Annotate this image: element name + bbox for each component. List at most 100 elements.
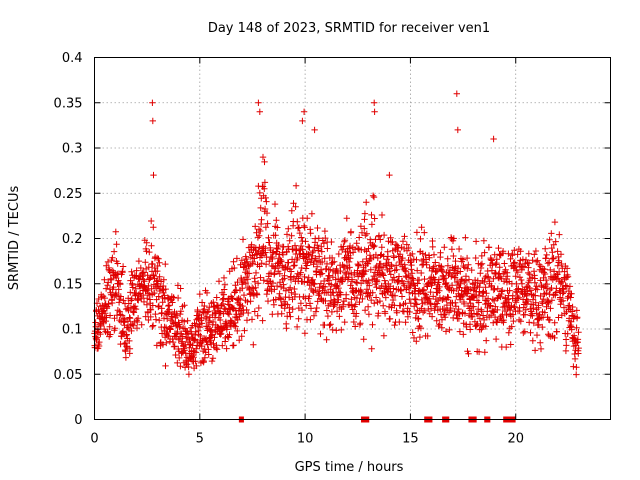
- data-point: [315, 292, 322, 299]
- data-point: [407, 259, 414, 266]
- data-point: [176, 354, 183, 362]
- data-point: [450, 252, 457, 260]
- data-point: [499, 248, 507, 255]
- data-point: [418, 224, 425, 231]
- data-point: [348, 276, 356, 283]
- data-point: [368, 296, 375, 304]
- data-point: [140, 298, 148, 306]
- data-point: [573, 307, 580, 314]
- data-point: [117, 293, 124, 300]
- data-point: [288, 289, 295, 296]
- data-point: [252, 223, 259, 230]
- data-point: [535, 302, 542, 309]
- data-point: [427, 305, 435, 312]
- data-point: [287, 284, 294, 291]
- data-point: [422, 291, 429, 298]
- data-point: [285, 225, 292, 232]
- data-point: [426, 295, 433, 302]
- data-points: [91, 90, 582, 423]
- data-point: [271, 265, 278, 272]
- data-point: [475, 305, 482, 313]
- data-point: [240, 291, 248, 299]
- data-point: [507, 341, 514, 348]
- data-point: [454, 265, 462, 272]
- data-point: [229, 295, 236, 302]
- data-point: [350, 318, 357, 326]
- data-point: [478, 260, 486, 267]
- data-point: [358, 229, 366, 236]
- data-point: [176, 323, 183, 331]
- data-point: [369, 321, 376, 328]
- data-point: [272, 232, 279, 239]
- data-point: [316, 284, 323, 291]
- data-point: [316, 290, 323, 297]
- data-point: [521, 311, 529, 318]
- data-point: [131, 303, 139, 310]
- data-point: [559, 297, 567, 304]
- data-point: [542, 255, 549, 262]
- data-point: [509, 311, 517, 318]
- data-point: [492, 303, 499, 310]
- data-point: [555, 314, 562, 321]
- data-point: [219, 342, 226, 349]
- data-point: [503, 311, 510, 319]
- data-point: [451, 308, 458, 315]
- data-point: [566, 283, 574, 290]
- data-point: [480, 237, 488, 244]
- data-point: [392, 262, 400, 269]
- data-point: [244, 258, 251, 265]
- data-point: [475, 299, 482, 306]
- data-point: [217, 309, 224, 317]
- data-point: [313, 263, 321, 270]
- data-point: [557, 301, 564, 308]
- data-point: [454, 278, 461, 285]
- data-point: [288, 207, 295, 214]
- data-point: [301, 254, 309, 261]
- data-point: [368, 211, 375, 219]
- data-point: [120, 297, 127, 304]
- data-point: [282, 287, 290, 294]
- data-point: [534, 286, 541, 293]
- data-point: [161, 323, 168, 331]
- data-point: [489, 296, 496, 303]
- data-point: [541, 309, 548, 316]
- data-point: [200, 357, 207, 365]
- data-point: [381, 289, 388, 297]
- data-point: [238, 333, 245, 340]
- y-tick-label: 0.25: [54, 187, 83, 202]
- data-point: [150, 224, 157, 231]
- data-point: [329, 289, 336, 296]
- data-point: [203, 289, 211, 297]
- data-point: [181, 347, 188, 354]
- data-point: [441, 275, 448, 282]
- data-point-peak: [453, 90, 460, 97]
- data-point: [297, 269, 304, 276]
- data-point: [396, 251, 404, 258]
- data-point: [365, 245, 372, 252]
- data-point: [244, 298, 251, 306]
- data-point: [479, 312, 487, 319]
- data-point: [339, 246, 346, 254]
- data-point: [481, 349, 488, 356]
- data-point: [447, 304, 454, 312]
- data-point: [369, 192, 377, 199]
- data-point: [290, 200, 297, 207]
- data-point: [452, 303, 460, 310]
- data-point: [110, 248, 118, 255]
- data-point: [444, 262, 452, 269]
- data-point: [357, 223, 365, 230]
- data-point: [368, 345, 375, 352]
- data-point: [560, 288, 567, 296]
- data-point: [126, 314, 133, 321]
- data-point: [512, 273, 519, 280]
- data-point: [154, 277, 162, 284]
- data-point: [198, 314, 205, 321]
- data-point: [414, 267, 421, 274]
- data-point: [269, 279, 277, 287]
- data-point: [535, 321, 542, 328]
- data-point: [465, 276, 473, 283]
- data-point: [269, 255, 276, 263]
- data-point: [127, 277, 134, 284]
- data-point: [546, 291, 553, 298]
